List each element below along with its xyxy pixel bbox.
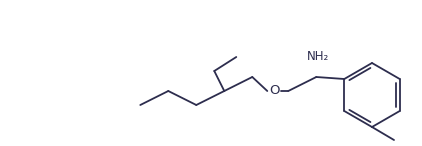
Text: O: O bbox=[269, 85, 279, 98]
Text: NH₂: NH₂ bbox=[307, 50, 330, 63]
